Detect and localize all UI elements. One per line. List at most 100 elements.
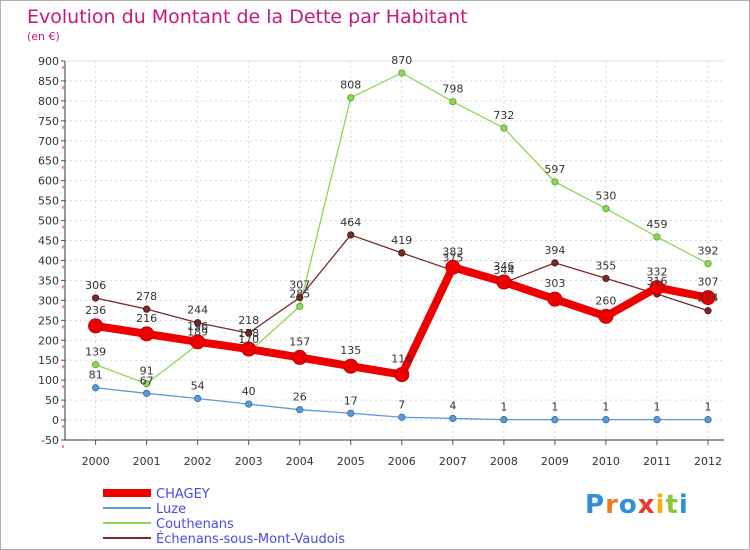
- series-point: [394, 367, 410, 383]
- data-label: 274: [698, 292, 719, 305]
- x-tick-label: 2002: [184, 455, 212, 468]
- series-point: [91, 360, 100, 369]
- data-label: 236: [85, 304, 106, 317]
- series-point: [139, 326, 155, 342]
- series-point: [398, 69, 406, 77]
- y-tick-label: 550: [38, 195, 59, 208]
- data-label: 244: [187, 304, 208, 317]
- data-label: 81: [89, 369, 103, 382]
- series-point: [194, 394, 202, 403]
- y-tick-label: 900: [38, 55, 59, 68]
- x-tick-label: 2010: [592, 455, 620, 468]
- data-label: 278: [136, 290, 157, 303]
- y-tick-label: 850: [38, 75, 59, 88]
- x-tick-label: 2004: [286, 455, 314, 468]
- data-label: 346: [493, 260, 514, 273]
- logo-letter: i: [655, 490, 666, 520]
- data-label: 870: [391, 54, 412, 67]
- series-point: [245, 400, 253, 408]
- data-label: 307: [289, 279, 310, 292]
- y-tick-label: 0: [52, 414, 59, 427]
- series-point: [91, 384, 100, 392]
- y-tick-label: 300: [38, 294, 59, 307]
- logo-letter: P: [585, 490, 606, 520]
- series-point: [653, 416, 661, 424]
- legend-label: CHAGEY: [156, 487, 210, 502]
- data-label: 392: [698, 245, 719, 258]
- series-point: [88, 318, 104, 334]
- series-point: [602, 274, 610, 283]
- data-label: 1: [602, 401, 609, 414]
- series-point: [649, 280, 665, 296]
- series-point: [292, 349, 308, 365]
- x-tick-label: 2003: [235, 455, 263, 468]
- y-tick-label: 400: [38, 254, 59, 267]
- series-point: [143, 305, 151, 313]
- legend-label: Couthenans: [156, 517, 234, 532]
- data-label: 218: [238, 314, 259, 327]
- series-lines: [88, 69, 716, 424]
- logo-letter: o: [618, 490, 638, 520]
- data-label: 1: [551, 401, 558, 414]
- y-tick-label: 700: [38, 135, 59, 148]
- data-label: 355: [595, 259, 616, 272]
- logo-letter: x: [637, 490, 656, 520]
- series-point: [398, 249, 406, 257]
- legend-label: Échenans-sous-Mont-Vaudois: [156, 531, 345, 547]
- data-label: 17: [344, 394, 358, 407]
- data-label: 157: [289, 335, 310, 348]
- data-label: 344: [493, 264, 514, 277]
- series-point: [551, 416, 559, 424]
- series-point: [347, 409, 355, 417]
- logo-letter: t: [665, 490, 679, 520]
- data-label: 91: [140, 365, 154, 378]
- y-tick-label: 100: [38, 374, 59, 387]
- data-label: 260: [595, 294, 616, 307]
- series-point: [449, 98, 457, 106]
- x-tick-label: 2001: [133, 455, 161, 468]
- series-point: [296, 406, 304, 414]
- data-label: 26: [293, 391, 307, 404]
- data-label: 1: [500, 401, 507, 414]
- y-tick-label: 200: [38, 334, 59, 347]
- y-tick-label: 600: [38, 175, 59, 188]
- series-point: [143, 380, 151, 388]
- data-label: 316: [646, 275, 667, 288]
- series-point: [496, 274, 512, 290]
- data-label: 189: [187, 326, 208, 339]
- series-point: [343, 358, 359, 374]
- series-point: [398, 413, 406, 421]
- data-label: 459: [646, 218, 667, 231]
- series-point: [602, 205, 610, 213]
- x-tick-label: 2006: [388, 455, 416, 468]
- data-label: 597: [544, 163, 565, 176]
- data-label: 216: [136, 312, 157, 325]
- x-tick-label: 2009: [541, 455, 569, 468]
- y-tick-label: -50: [41, 434, 59, 447]
- data-label: 307: [698, 276, 719, 289]
- y-tick-label: 450: [38, 235, 59, 248]
- axes: -50 0 50 100 150 200 250 300 350 400 450 500 550 600 6…: [38, 55, 724, 468]
- x-tick-label: 2008: [490, 455, 518, 468]
- data-label: 332: [646, 266, 667, 279]
- series-point: [296, 302, 304, 310]
- data-label: 4: [449, 399, 456, 412]
- data-labels: 139 91 189 170 285 808 870 798 732 597 530 459 392 81…: [85, 54, 718, 414]
- x-tick-label: 2012: [694, 455, 722, 468]
- data-label: 530: [595, 190, 616, 203]
- chart-title: Evolution du Montant de la Dette par Hab…: [27, 6, 468, 28]
- logo-letter: r: [605, 490, 619, 520]
- data-label: 135: [340, 344, 361, 357]
- series-point: [347, 231, 355, 239]
- data-label: 303: [544, 277, 565, 290]
- data-label: 40: [242, 385, 256, 398]
- proxiti-logo: Proxiti: [585, 490, 689, 520]
- data-label: 196: [187, 320, 208, 333]
- x-tick-label: 2007: [439, 455, 467, 468]
- data-label: 798: [442, 83, 463, 96]
- data-label: 383: [442, 245, 463, 258]
- y-tick-label: 800: [38, 95, 59, 108]
- series-point: [296, 293, 304, 302]
